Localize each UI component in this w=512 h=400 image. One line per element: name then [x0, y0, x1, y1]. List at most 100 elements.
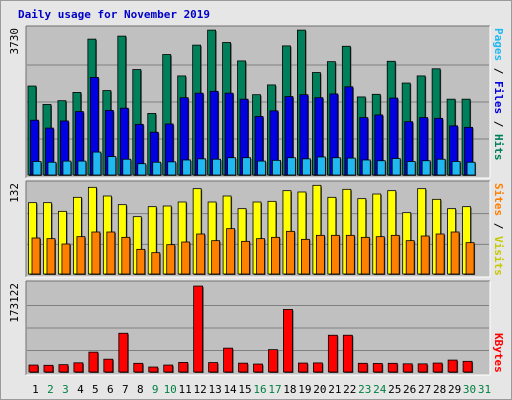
sites-bar — [271, 236, 280, 275]
sites-bar — [420, 235, 430, 275]
kbytes-bar — [283, 309, 293, 373]
day-label: 15 — [238, 383, 251, 396]
day-label: 22 — [343, 383, 356, 396]
pages-bar — [32, 161, 42, 176]
sites-bar — [315, 234, 325, 275]
pages-bar — [242, 157, 251, 176]
kbytes-bar — [73, 362, 84, 373]
kbytes-bar — [342, 334, 353, 373]
day-label: 19 — [298, 383, 311, 396]
day-label: 2 — [47, 383, 54, 396]
kbytes-bar — [462, 360, 473, 373]
day-label: 18 — [283, 383, 296, 396]
day-label: 30 — [463, 383, 476, 396]
sites-bar — [121, 236, 131, 275]
pages-bar — [122, 158, 132, 176]
day-label: 8 — [137, 383, 144, 396]
day-label: 7 — [122, 383, 129, 396]
sites-bar — [405, 240, 415, 275]
kbytes-bar — [372, 363, 383, 373]
kbytes-bar — [133, 362, 144, 373]
pages-bar — [167, 161, 177, 176]
sites-bar — [136, 248, 146, 275]
day-label: 4 — [77, 383, 84, 396]
sites-bar — [301, 238, 310, 275]
kbytes-bar — [357, 362, 368, 373]
day-label: 1 — [32, 383, 39, 396]
kbytes-bar — [417, 363, 428, 373]
pages-bar — [302, 158, 311, 176]
day-label: 21 — [328, 383, 341, 396]
sites-bar — [211, 240, 221, 275]
kbytes-bar — [43, 364, 54, 373]
pages-bar — [137, 163, 147, 176]
day-label: 24 — [373, 383, 387, 396]
kbytes-bar — [402, 363, 413, 373]
day-label: 6 — [107, 383, 114, 396]
sites-bar — [390, 234, 400, 275]
max-value-label: 3730 — [8, 28, 21, 55]
pages-bar — [92, 151, 102, 176]
sites-bar — [76, 236, 86, 275]
chart-title: Daily usage for November 2019 — [18, 8, 211, 21]
day-label: 17 — [268, 383, 281, 396]
pages-bar — [197, 158, 207, 176]
sites-bar — [91, 231, 101, 275]
kbytes-bar — [432, 362, 443, 373]
day-label: 20 — [313, 383, 326, 396]
day-label: 29 — [448, 383, 461, 396]
pages-bar — [257, 160, 266, 176]
max-value-label: 132 — [8, 183, 21, 203]
pages-bar — [152, 161, 162, 176]
day-label: 28 — [433, 383, 446, 396]
max-value-label: 173122 — [8, 283, 21, 323]
pages-bar — [107, 156, 117, 176]
pages-bar — [436, 158, 446, 176]
sites-bar — [46, 238, 56, 275]
sites-bar — [286, 230, 295, 275]
sites-bar — [241, 240, 250, 275]
kbytes-bar — [298, 362, 308, 373]
sites-bar — [345, 234, 355, 275]
pages-bar — [361, 159, 371, 176]
sites-bar — [330, 234, 340, 275]
legend-kbytes: KBytes — [492, 333, 505, 373]
day-label: 5 — [92, 383, 99, 396]
kbytes-bar — [238, 362, 248, 373]
pages-bar — [331, 157, 341, 176]
sites-bar — [375, 236, 385, 275]
sites-bar — [256, 238, 265, 275]
kbytes-bar — [163, 364, 174, 373]
kbytes-bar — [223, 347, 233, 373]
kbytes-bar — [193, 285, 204, 373]
pages-bar — [287, 157, 296, 176]
kbytes-bar — [28, 364, 39, 373]
pages-bar — [451, 161, 461, 176]
pages-bar — [227, 157, 236, 176]
pages-bar — [421, 160, 431, 176]
legend-visits-sites: Sites / Visits — [492, 183, 505, 276]
sites-bar — [181, 241, 191, 275]
day-label: 9 — [152, 383, 159, 396]
day-label: 12 — [194, 383, 207, 396]
kbytes-bar — [88, 351, 99, 373]
pages-bar — [346, 157, 356, 176]
pages-bar — [316, 156, 326, 176]
kbytes-bar — [58, 364, 69, 373]
sites-bar — [226, 228, 235, 275]
pages-bar — [62, 160, 72, 176]
kbytes-bar — [387, 362, 398, 373]
pages-bar — [182, 159, 192, 176]
day-label: 13 — [208, 383, 221, 396]
pages-bar — [376, 160, 386, 176]
pages-bar — [77, 160, 87, 176]
kbytes-bar — [208, 362, 219, 373]
pages-bar — [466, 161, 476, 176]
sites-bar — [166, 244, 176, 275]
kbytes-bar — [178, 362, 189, 373]
day-label: 16 — [253, 383, 266, 396]
day-label: 31 — [478, 383, 491, 396]
kbytes-bar — [327, 334, 338, 373]
day-label: 14 — [223, 383, 237, 396]
